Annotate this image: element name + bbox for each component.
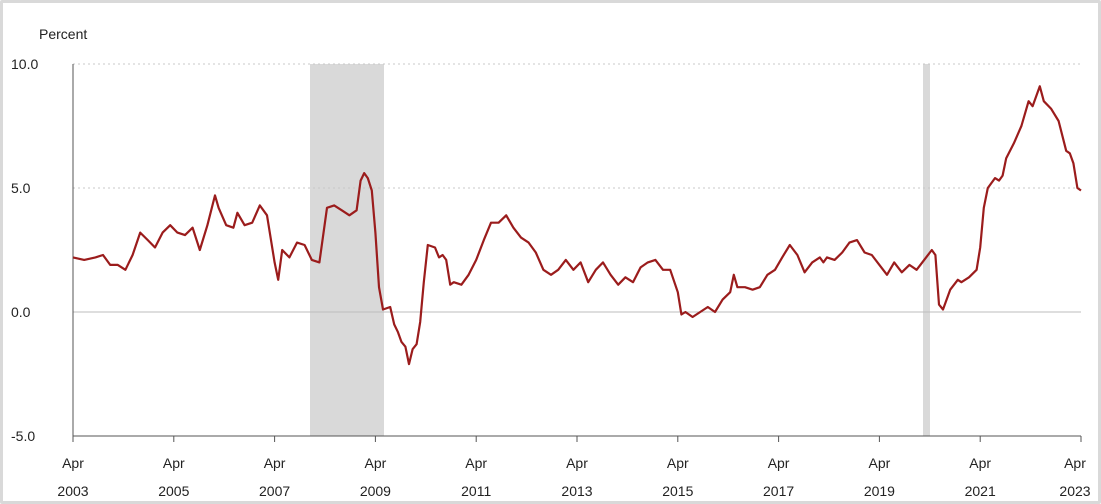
x-tick-label-month: Apr: [768, 455, 790, 471]
x-tick-label-year: 2003: [57, 483, 88, 499]
x-tick-label-year: 2009: [360, 483, 391, 499]
gridlines-group: [73, 63, 1081, 313]
x-tick-label-year: 2013: [561, 483, 592, 499]
x-tick-label-month: Apr: [869, 455, 891, 471]
recession-band: [923, 64, 930, 436]
recession-band: [310, 64, 384, 436]
y-tick-label: 5.0: [11, 180, 31, 196]
x-tick-label-year: 2005: [158, 483, 189, 499]
series-line: [72, 85, 1082, 366]
x-tick-label-month: Apr: [62, 455, 84, 471]
x-tick-label-year: 2007: [259, 483, 290, 499]
x-tick-label-month: Apr: [264, 455, 286, 471]
x-tick-label-year: 2023: [1059, 483, 1090, 499]
x-tick-label-year: 2017: [763, 483, 794, 499]
x-tick-label-month: Apr: [465, 455, 487, 471]
x-tick-label-month: Apr: [365, 455, 387, 471]
x-tick-label-month: Apr: [1064, 455, 1086, 471]
x-tick-label-month: Apr: [667, 455, 689, 471]
x-tick-label-year: 2021: [965, 483, 996, 499]
recession-shading-group: [310, 64, 930, 436]
x-tick-label-year: 2011: [461, 483, 491, 499]
x-tick-label-year: 2019: [864, 483, 895, 499]
y-tick-label: 0.0: [11, 304, 31, 320]
y-tick-label: -5.0: [11, 428, 35, 444]
x-tick-label-month: Apr: [163, 455, 185, 471]
axes-group: [72, 64, 1082, 442]
y-tick-label: 10.0: [11, 56, 38, 72]
y-axis-label: Percent: [39, 26, 87, 42]
x-tick-label-year: 2015: [662, 483, 693, 499]
x-tick-label-month: Apr: [566, 455, 588, 471]
x-tick-label-month: Apr: [969, 455, 991, 471]
